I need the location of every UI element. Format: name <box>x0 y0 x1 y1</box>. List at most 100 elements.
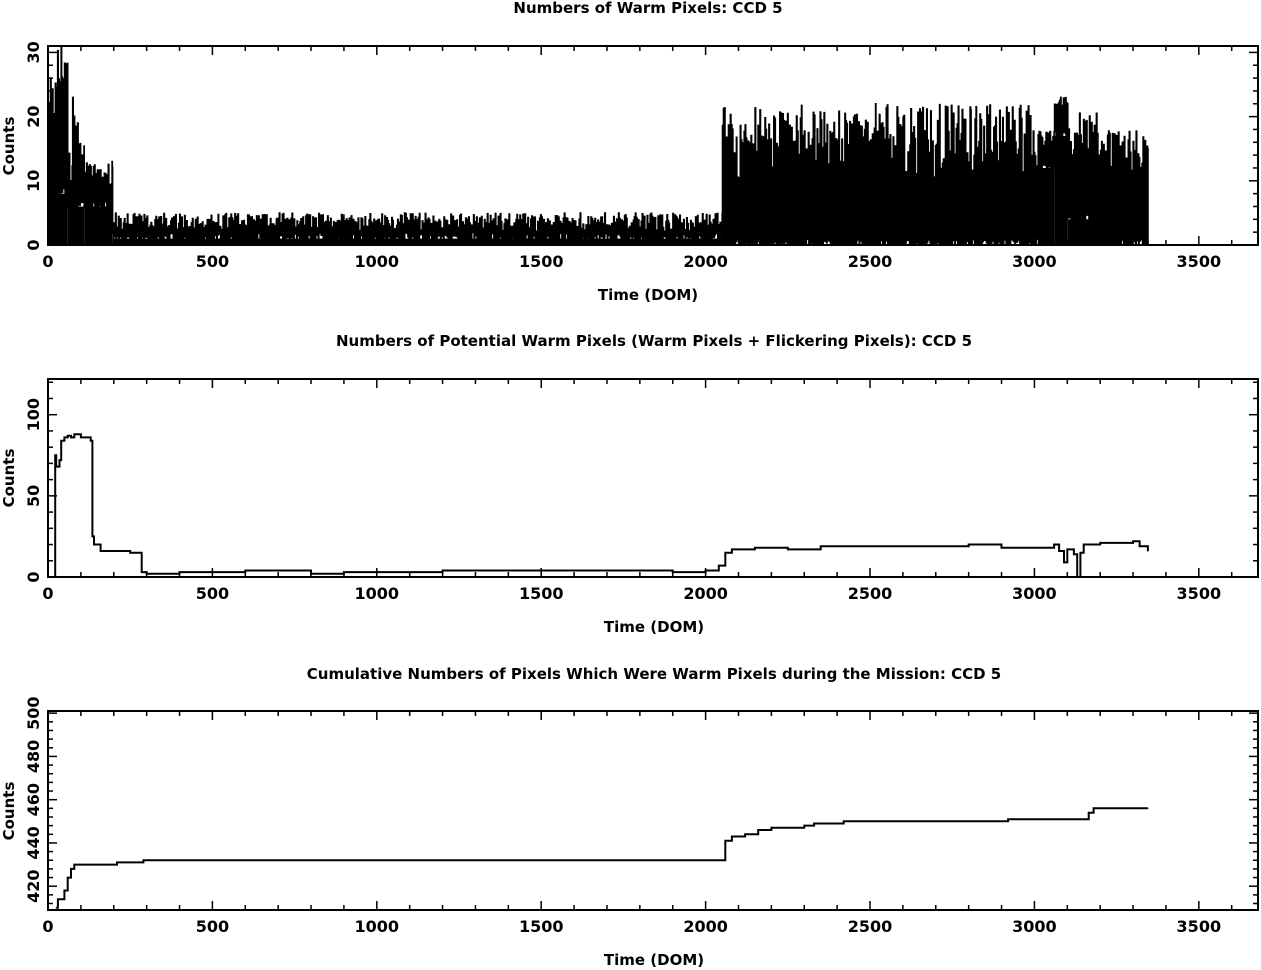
data-point <box>63 436 66 439</box>
data-point <box>55 466 57 468</box>
data-point <box>820 545 822 547</box>
data-point <box>731 835 733 838</box>
x-tick-label: 2000 <box>683 252 728 271</box>
series-line <box>48 46 1149 245</box>
y-tick-label: 0 <box>24 571 43 582</box>
data-point <box>441 569 444 572</box>
data-point <box>787 548 789 551</box>
data-point <box>310 573 312 575</box>
data-point <box>90 440 92 442</box>
data-point <box>1000 547 1003 549</box>
y-tick-label: 500 <box>24 696 43 729</box>
series-fill <box>1054 135 1068 245</box>
chart-title: Cumulative Numbers of Pixels Which Were … <box>307 665 1001 683</box>
data-point <box>343 571 345 573</box>
data-point <box>178 571 181 573</box>
chart-title: Numbers of Potential Warm Pixels (Warm P… <box>336 332 972 350</box>
data-point <box>968 543 970 546</box>
chart-title: Numbers of Warm Pixels: CCD 5 <box>513 0 782 17</box>
series-fill <box>1037 167 1055 245</box>
x-tick-label: 1500 <box>519 917 564 936</box>
series-fill <box>112 238 723 245</box>
data-point <box>1073 553 1075 555</box>
x-tick-label: 3500 <box>1177 252 1222 271</box>
series-group <box>48 46 1149 245</box>
series-fill <box>1067 219 1101 245</box>
plot-frame <box>47 45 1259 246</box>
y-axis-label: Counts <box>0 782 18 841</box>
series-group <box>53 433 1149 577</box>
data-point <box>540 569 542 572</box>
data-point <box>100 550 102 552</box>
panel-warm-pixels: Numbers of Warm Pixels: CCD 5 Time (DOM)… <box>0 0 1259 304</box>
y-tick-label: 420 <box>24 870 43 903</box>
data-point <box>146 573 148 575</box>
y-tick-label: 50 <box>24 485 43 507</box>
data-point <box>93 543 95 546</box>
data-point <box>211 571 214 573</box>
y-tick-label: 10 <box>24 170 43 192</box>
x-tick-label: 2000 <box>683 584 728 603</box>
data-point <box>770 827 772 829</box>
data-point <box>60 440 62 442</box>
data-point <box>70 868 72 870</box>
data-point <box>1033 547 1036 549</box>
data-point <box>54 454 56 456</box>
data-point <box>813 822 815 825</box>
data-point <box>744 833 746 835</box>
data-point <box>67 876 69 879</box>
y-axis-label: Counts <box>0 117 18 176</box>
x-tick-label: 0 <box>42 917 53 936</box>
y-axis-label: Counts <box>0 449 18 508</box>
data-point <box>731 548 733 551</box>
data-point <box>1099 542 1101 544</box>
data-point <box>1139 545 1141 547</box>
data-point <box>139 552 141 554</box>
data-point <box>58 459 61 461</box>
y-tick-label: 30 <box>24 41 43 63</box>
x-tick-label: 0 <box>42 584 53 603</box>
data-point <box>718 859 720 861</box>
x-tick-label: 1000 <box>355 584 400 603</box>
data-point <box>754 547 756 549</box>
data-point <box>91 535 93 538</box>
series-fill <box>84 206 113 245</box>
data-point <box>718 565 720 567</box>
data-point <box>1053 543 1055 546</box>
plot-frame <box>47 378 1259 578</box>
data-point <box>869 545 871 547</box>
data-point <box>57 898 59 900</box>
data-point <box>1079 552 1082 554</box>
x-tick-label: 500 <box>196 584 229 603</box>
x-axis-label: Time (DOM) <box>604 618 704 636</box>
data-point <box>1083 818 1085 820</box>
data-point <box>70 436 72 439</box>
data-point <box>1058 550 1060 552</box>
data-point <box>1147 807 1149 809</box>
data-point <box>73 863 75 866</box>
x-tick-label: 1500 <box>519 584 564 603</box>
plot-area: 0 500 1000 1500 2000 2500 3000 3500 0 10 20 30 <box>24 41 1259 271</box>
x-tick-label: 500 <box>196 917 229 936</box>
series-fill <box>56 193 68 245</box>
data-point <box>606 569 608 572</box>
data-point <box>116 861 118 864</box>
x-tick-label: 1000 <box>355 917 400 936</box>
data-point <box>1147 550 1149 552</box>
data-point <box>244 569 246 572</box>
x-tick-label: 2500 <box>848 252 893 271</box>
data-point <box>1132 540 1134 542</box>
y-tick-label: 100 <box>24 398 43 431</box>
data-point <box>705 569 707 572</box>
x-tick-label: 3000 <box>1012 252 1057 271</box>
data-point <box>918 545 920 547</box>
series-line <box>54 433 1149 577</box>
data-point <box>1063 561 1065 563</box>
x-tick-label: 3500 <box>1177 917 1222 936</box>
data-point <box>1088 812 1090 814</box>
data-point <box>73 433 75 435</box>
data-point <box>142 859 144 861</box>
data-point <box>55 907 57 909</box>
data-point <box>376 571 378 573</box>
